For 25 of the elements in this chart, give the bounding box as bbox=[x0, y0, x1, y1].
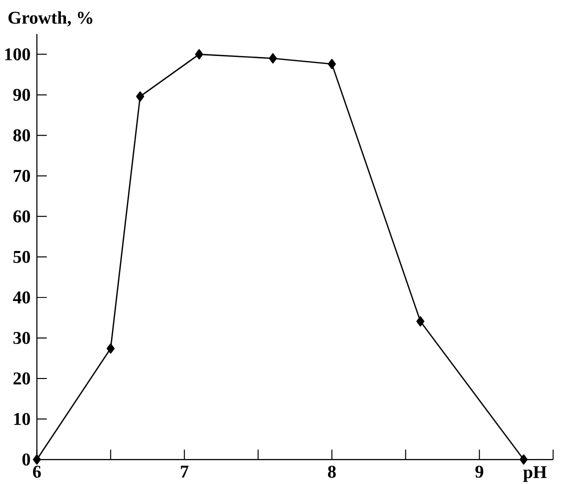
y-tick-label: 10 bbox=[14, 413, 30, 426]
y-tick-label: 80 bbox=[13, 129, 30, 142]
y-tick-label: 100 bbox=[5, 48, 30, 61]
y-tick-label: 0 bbox=[22, 454, 30, 466]
point bbox=[416, 316, 424, 327]
x-tick-label: 7 bbox=[180, 466, 188, 478]
point bbox=[32, 454, 41, 465]
x-tick-label: 6 bbox=[33, 466, 41, 478]
x-tick-label: 8 bbox=[328, 466, 336, 478]
point bbox=[106, 344, 115, 354]
x-tick-label: 9 bbox=[475, 466, 484, 478]
point bbox=[268, 53, 277, 64]
y-tick-label: 70 bbox=[14, 170, 30, 182]
y-axis-title: Growth, % bbox=[8, 11, 92, 27]
y-tick-label: 40 bbox=[13, 292, 30, 304]
y-tick-label: 30 bbox=[13, 332, 30, 344]
y-tick-label: 50 bbox=[13, 251, 30, 264]
y-tick-label: 60 bbox=[13, 210, 30, 223]
y-tick-label: 90 bbox=[13, 88, 30, 102]
point bbox=[520, 454, 528, 465]
x-axis-title: pH bbox=[523, 466, 547, 482]
point bbox=[136, 91, 144, 102]
point bbox=[328, 59, 336, 70]
point bbox=[195, 49, 204, 60]
y-tick-label: 20 bbox=[14, 372, 30, 385]
